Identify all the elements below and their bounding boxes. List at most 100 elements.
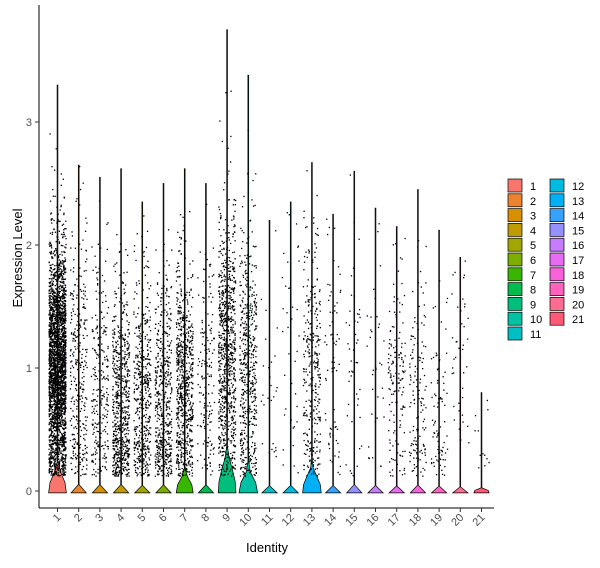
y-tick-label: 0 — [26, 486, 32, 498]
legend-key-17 — [549, 252, 565, 267]
legend-key-7 — [507, 267, 523, 282]
points-1 — [48, 133, 67, 477]
y-axis-title: Expression Level — [10, 208, 25, 307]
legend-key-18 — [549, 267, 565, 282]
legend-label: 19 — [572, 285, 584, 297]
points-4 — [112, 234, 131, 477]
points-14 — [324, 218, 342, 476]
x-tick-label: 20 — [449, 512, 466, 529]
points-5 — [133, 215, 152, 477]
legend-key-13 — [549, 193, 565, 208]
x-tick-label: 14 — [322, 512, 339, 529]
x-tick-label: 15 — [343, 512, 360, 529]
x-tick-label: 10 — [237, 512, 254, 529]
points-6 — [154, 229, 173, 477]
x-tick-label: 17 — [386, 512, 403, 529]
legend-key-14 — [549, 208, 565, 222]
points-12 — [281, 212, 300, 474]
legend-label: 14 — [572, 211, 584, 223]
legend-label: 16 — [572, 240, 584, 252]
violin-7 — [175, 168, 194, 494]
violin-15 — [345, 170, 363, 494]
legend-label: 13 — [572, 196, 584, 208]
violin-16 — [367, 207, 384, 494]
legend-label: 17 — [572, 255, 584, 267]
x-tick-label: 13 — [301, 512, 318, 529]
x-tick-label: 1 — [51, 512, 64, 525]
legend-label: 6 — [530, 255, 536, 267]
points-15 — [345, 174, 363, 477]
x-ticks: 1 2 3 4 5 6 7 8 9 10 11 12 13 14 15 16 17 18 19 20 21 — [51, 508, 488, 529]
violin-14 — [324, 213, 342, 494]
x-tick-label: 5 — [136, 512, 149, 525]
violin-18 — [409, 189, 427, 494]
legend-label: 11 — [530, 329, 541, 341]
points-10 — [239, 129, 258, 477]
legend-key-16 — [549, 237, 565, 252]
x-tick-label: 19 — [428, 512, 445, 529]
points-17 — [387, 237, 406, 477]
points-16 — [366, 223, 385, 468]
x-tick-label: 8 — [199, 512, 212, 525]
points-20 — [451, 260, 470, 444]
x-tick-label: 4 — [114, 512, 127, 525]
x-tick-label: 12 — [280, 512, 297, 529]
legend-key-6 — [507, 252, 523, 267]
points-11 — [260, 230, 278, 458]
violin-6 — [155, 183, 172, 494]
legend-key-5 — [507, 237, 523, 252]
points-13 — [302, 170, 321, 477]
y-tick-label: 1 — [26, 363, 32, 375]
x-tick-label: 18 — [407, 512, 424, 529]
legend-key-21 — [549, 311, 565, 326]
legend-label: 5 — [530, 240, 536, 252]
points-18 — [408, 240, 427, 477]
points-3 — [90, 200, 110, 477]
legend-key-3 — [507, 208, 523, 222]
x-tick-label: 16 — [364, 512, 381, 529]
legend-label: 7 — [530, 270, 536, 282]
legend-label: 9 — [530, 299, 536, 311]
legend-key-4 — [507, 223, 523, 237]
legend-key-11 — [507, 326, 523, 341]
legend-label: 4 — [530, 225, 536, 237]
legend-key-8 — [507, 282, 523, 296]
legend-label: 18 — [572, 270, 584, 282]
legend-key-10 — [507, 311, 523, 326]
legend-key-9 — [507, 297, 523, 311]
axes — [38, 5, 494, 509]
violin-10 — [238, 74, 259, 494]
legend-key-2 — [507, 193, 523, 208]
x-tick-label: 2 — [72, 512, 85, 525]
legend-label: 10 — [530, 314, 542, 326]
legend-label: 21 — [572, 314, 584, 326]
y-ticks: 0 1 2 3 — [26, 117, 39, 498]
jitter-points-layer — [48, 90, 490, 477]
violin-20 — [451, 256, 469, 494]
x-tick-label: 7 — [178, 512, 191, 525]
x-tick-label: 3 — [93, 512, 106, 525]
points-7 — [175, 211, 194, 477]
legend-key-15 — [549, 223, 565, 237]
legend-label: 15 — [572, 225, 584, 237]
legend-label: 20 — [572, 299, 584, 311]
legend-label: 3 — [530, 211, 536, 223]
points-19 — [430, 280, 449, 476]
y-tick-label: 3 — [26, 117, 32, 129]
legend-label: 2 — [530, 196, 536, 208]
points-9 — [218, 90, 237, 477]
points-21 — [474, 399, 490, 469]
violin-12 — [282, 201, 300, 494]
legend-label: 1 — [530, 181, 536, 193]
violin-21 — [473, 392, 490, 494]
x-tick-label: 6 — [157, 512, 170, 525]
points-8 — [197, 203, 216, 476]
y-tick-label: 2 — [26, 240, 32, 252]
violin-8 — [197, 183, 215, 494]
violin-17 — [388, 226, 406, 494]
points-2 — [69, 166, 88, 477]
legend-key-1 — [507, 178, 523, 193]
x-tick-label: 9 — [220, 512, 233, 525]
